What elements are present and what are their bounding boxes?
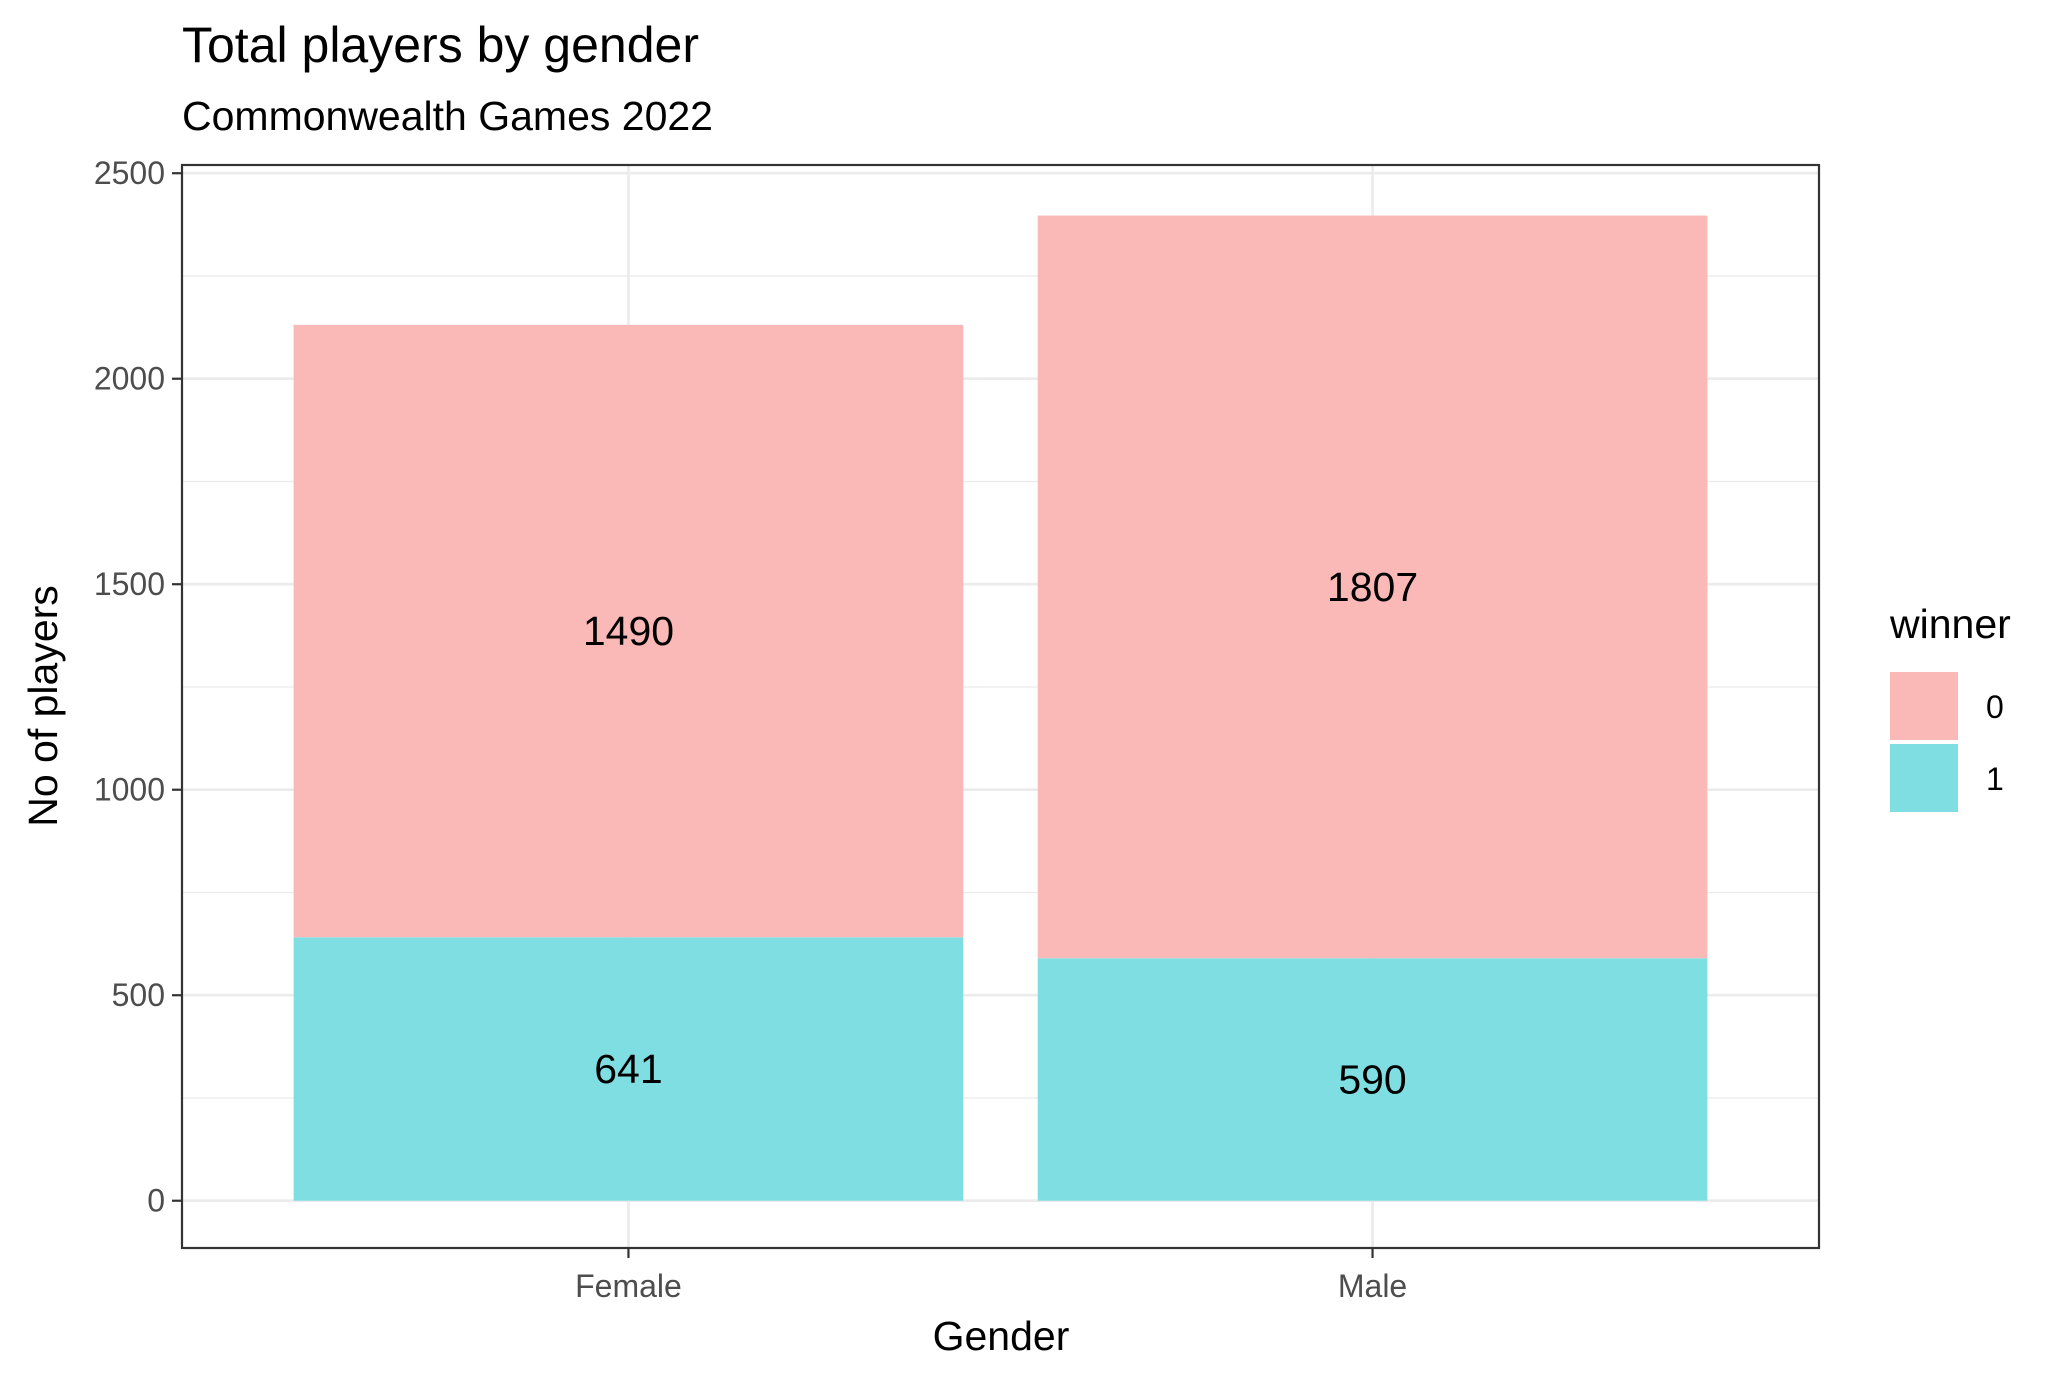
bar-female-winner-0 xyxy=(293,324,964,938)
bars xyxy=(293,215,1708,1201)
legend-label: 0 xyxy=(1986,689,2004,725)
bar-female-winner-1 xyxy=(293,937,964,1201)
plot-border xyxy=(180,163,1821,1250)
chart-title: Total players by gender xyxy=(182,17,699,73)
y-tick-label: 0 xyxy=(147,1183,165,1219)
x-axis: Female Male xyxy=(575,1248,1407,1304)
y-tick-label: 1000 xyxy=(94,772,165,808)
legend-label: 1 xyxy=(1986,761,2004,797)
bar-labels: 641 1490 590 1807 xyxy=(583,564,1418,1103)
y-axis-title: No of players xyxy=(20,585,66,827)
x-axis-title: Gender xyxy=(933,1313,1070,1359)
x-tick-label: Female xyxy=(575,1268,682,1304)
y-tick-label: 2000 xyxy=(94,361,165,397)
bar-label: 1807 xyxy=(1327,564,1418,610)
legend-key-0 xyxy=(1890,672,1958,740)
y-tick-label: 500 xyxy=(112,977,165,1013)
bar-label: 641 xyxy=(594,1046,662,1092)
legend: winner 0 1 xyxy=(1889,601,2011,812)
legend-title: winner xyxy=(1889,601,2011,647)
bar-male-winner-0 xyxy=(1037,215,1708,959)
legend-key-1 xyxy=(1890,744,1958,812)
bar-male-winner-1 xyxy=(1037,958,1708,1201)
bar-label: 1490 xyxy=(583,608,674,654)
y-axis: 0 500 1000 1500 2000 2500 xyxy=(94,155,182,1219)
chart-subtitle: Commonwealth Games 2022 xyxy=(182,93,713,139)
bar-label: 590 xyxy=(1338,1056,1406,1102)
y-tick-label: 2500 xyxy=(94,155,165,191)
plot-area: 641 1490 590 1807 0 500 1000 1500 2000 2500 Fema… xyxy=(94,155,1821,1304)
x-tick-label: Male xyxy=(1338,1268,1407,1304)
y-tick-label: 1500 xyxy=(94,566,165,602)
